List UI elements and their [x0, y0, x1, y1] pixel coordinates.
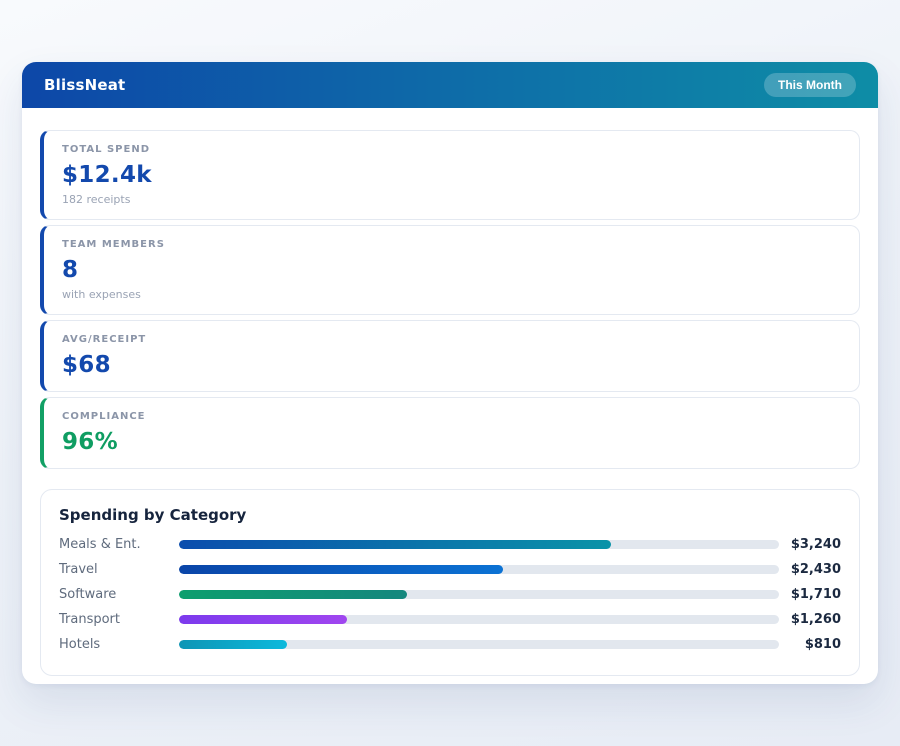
bar-track [179, 590, 779, 599]
category-label: Travel [59, 562, 179, 577]
chart-row-software: Software $1,710 [59, 582, 841, 607]
chart-title: Spending by Category [59, 506, 841, 524]
stat-label: COMPLIANCE [62, 411, 841, 422]
category-label: Software [59, 587, 179, 602]
stat-card-total-spend: TOTAL SPEND $12.4k 182 receipts [40, 130, 860, 220]
bar-track [179, 615, 779, 624]
dashboard-content: TOTAL SPEND $12.4k 182 receipts TEAM MEM… [22, 108, 878, 676]
stat-card-avg-receipt: AVG/RECEIPT $68 [40, 320, 860, 392]
chart-row-meals-ent-: Meals & Ent. $3,240 [59, 532, 841, 557]
stat-value: $12.4k [62, 162, 841, 188]
dashboard-panel: BlissNeat This Month TOTAL SPEND $12.4k … [22, 62, 878, 684]
stat-sublabel: 182 receipts [62, 193, 841, 206]
app-title: BlissNeat [44, 76, 125, 94]
bar-fill [179, 615, 347, 624]
category-label: Meals & Ent. [59, 537, 179, 552]
stat-card-team-members: TEAM MEMBERS 8 with expenses [40, 225, 860, 315]
spending-by-category-card: Spending by Category Meals & Ent. $3,240… [40, 489, 860, 676]
stat-card-compliance: COMPLIANCE 96% [40, 397, 860, 469]
chart-row-hotels: Hotels $810 [59, 632, 841, 657]
bar-fill [179, 640, 287, 649]
stat-value: 96% [62, 429, 841, 455]
category-label: Hotels [59, 637, 179, 652]
category-value: $2,430 [779, 562, 841, 577]
category-value: $1,710 [779, 587, 841, 602]
bar-fill [179, 565, 503, 574]
stat-label: TEAM MEMBERS [62, 239, 841, 250]
app-header: BlissNeat This Month [22, 62, 878, 108]
bar-track [179, 640, 779, 649]
bar-track [179, 540, 779, 549]
bar-fill [179, 540, 611, 549]
category-value: $3,240 [779, 537, 841, 552]
period-selector-badge[interactable]: This Month [764, 73, 856, 97]
bar-track [179, 565, 779, 574]
stats-list: TOTAL SPEND $12.4k 182 receipts TEAM MEM… [40, 130, 860, 469]
chart-row-travel: Travel $2,430 [59, 557, 841, 582]
category-label: Transport [59, 612, 179, 627]
stat-value: 8 [62, 257, 841, 283]
stat-sublabel: with expenses [62, 288, 841, 301]
chart-row-transport: Transport $1,260 [59, 607, 841, 632]
bar-fill [179, 590, 407, 599]
stat-value: $68 [62, 352, 841, 378]
category-value: $1,260 [779, 612, 841, 627]
stat-label: AVG/RECEIPT [62, 334, 841, 345]
chart-rows: Meals & Ent. $3,240 Travel $2,430 Softwa… [59, 532, 841, 657]
stat-label: TOTAL SPEND [62, 144, 841, 155]
category-value: $810 [779, 637, 841, 652]
